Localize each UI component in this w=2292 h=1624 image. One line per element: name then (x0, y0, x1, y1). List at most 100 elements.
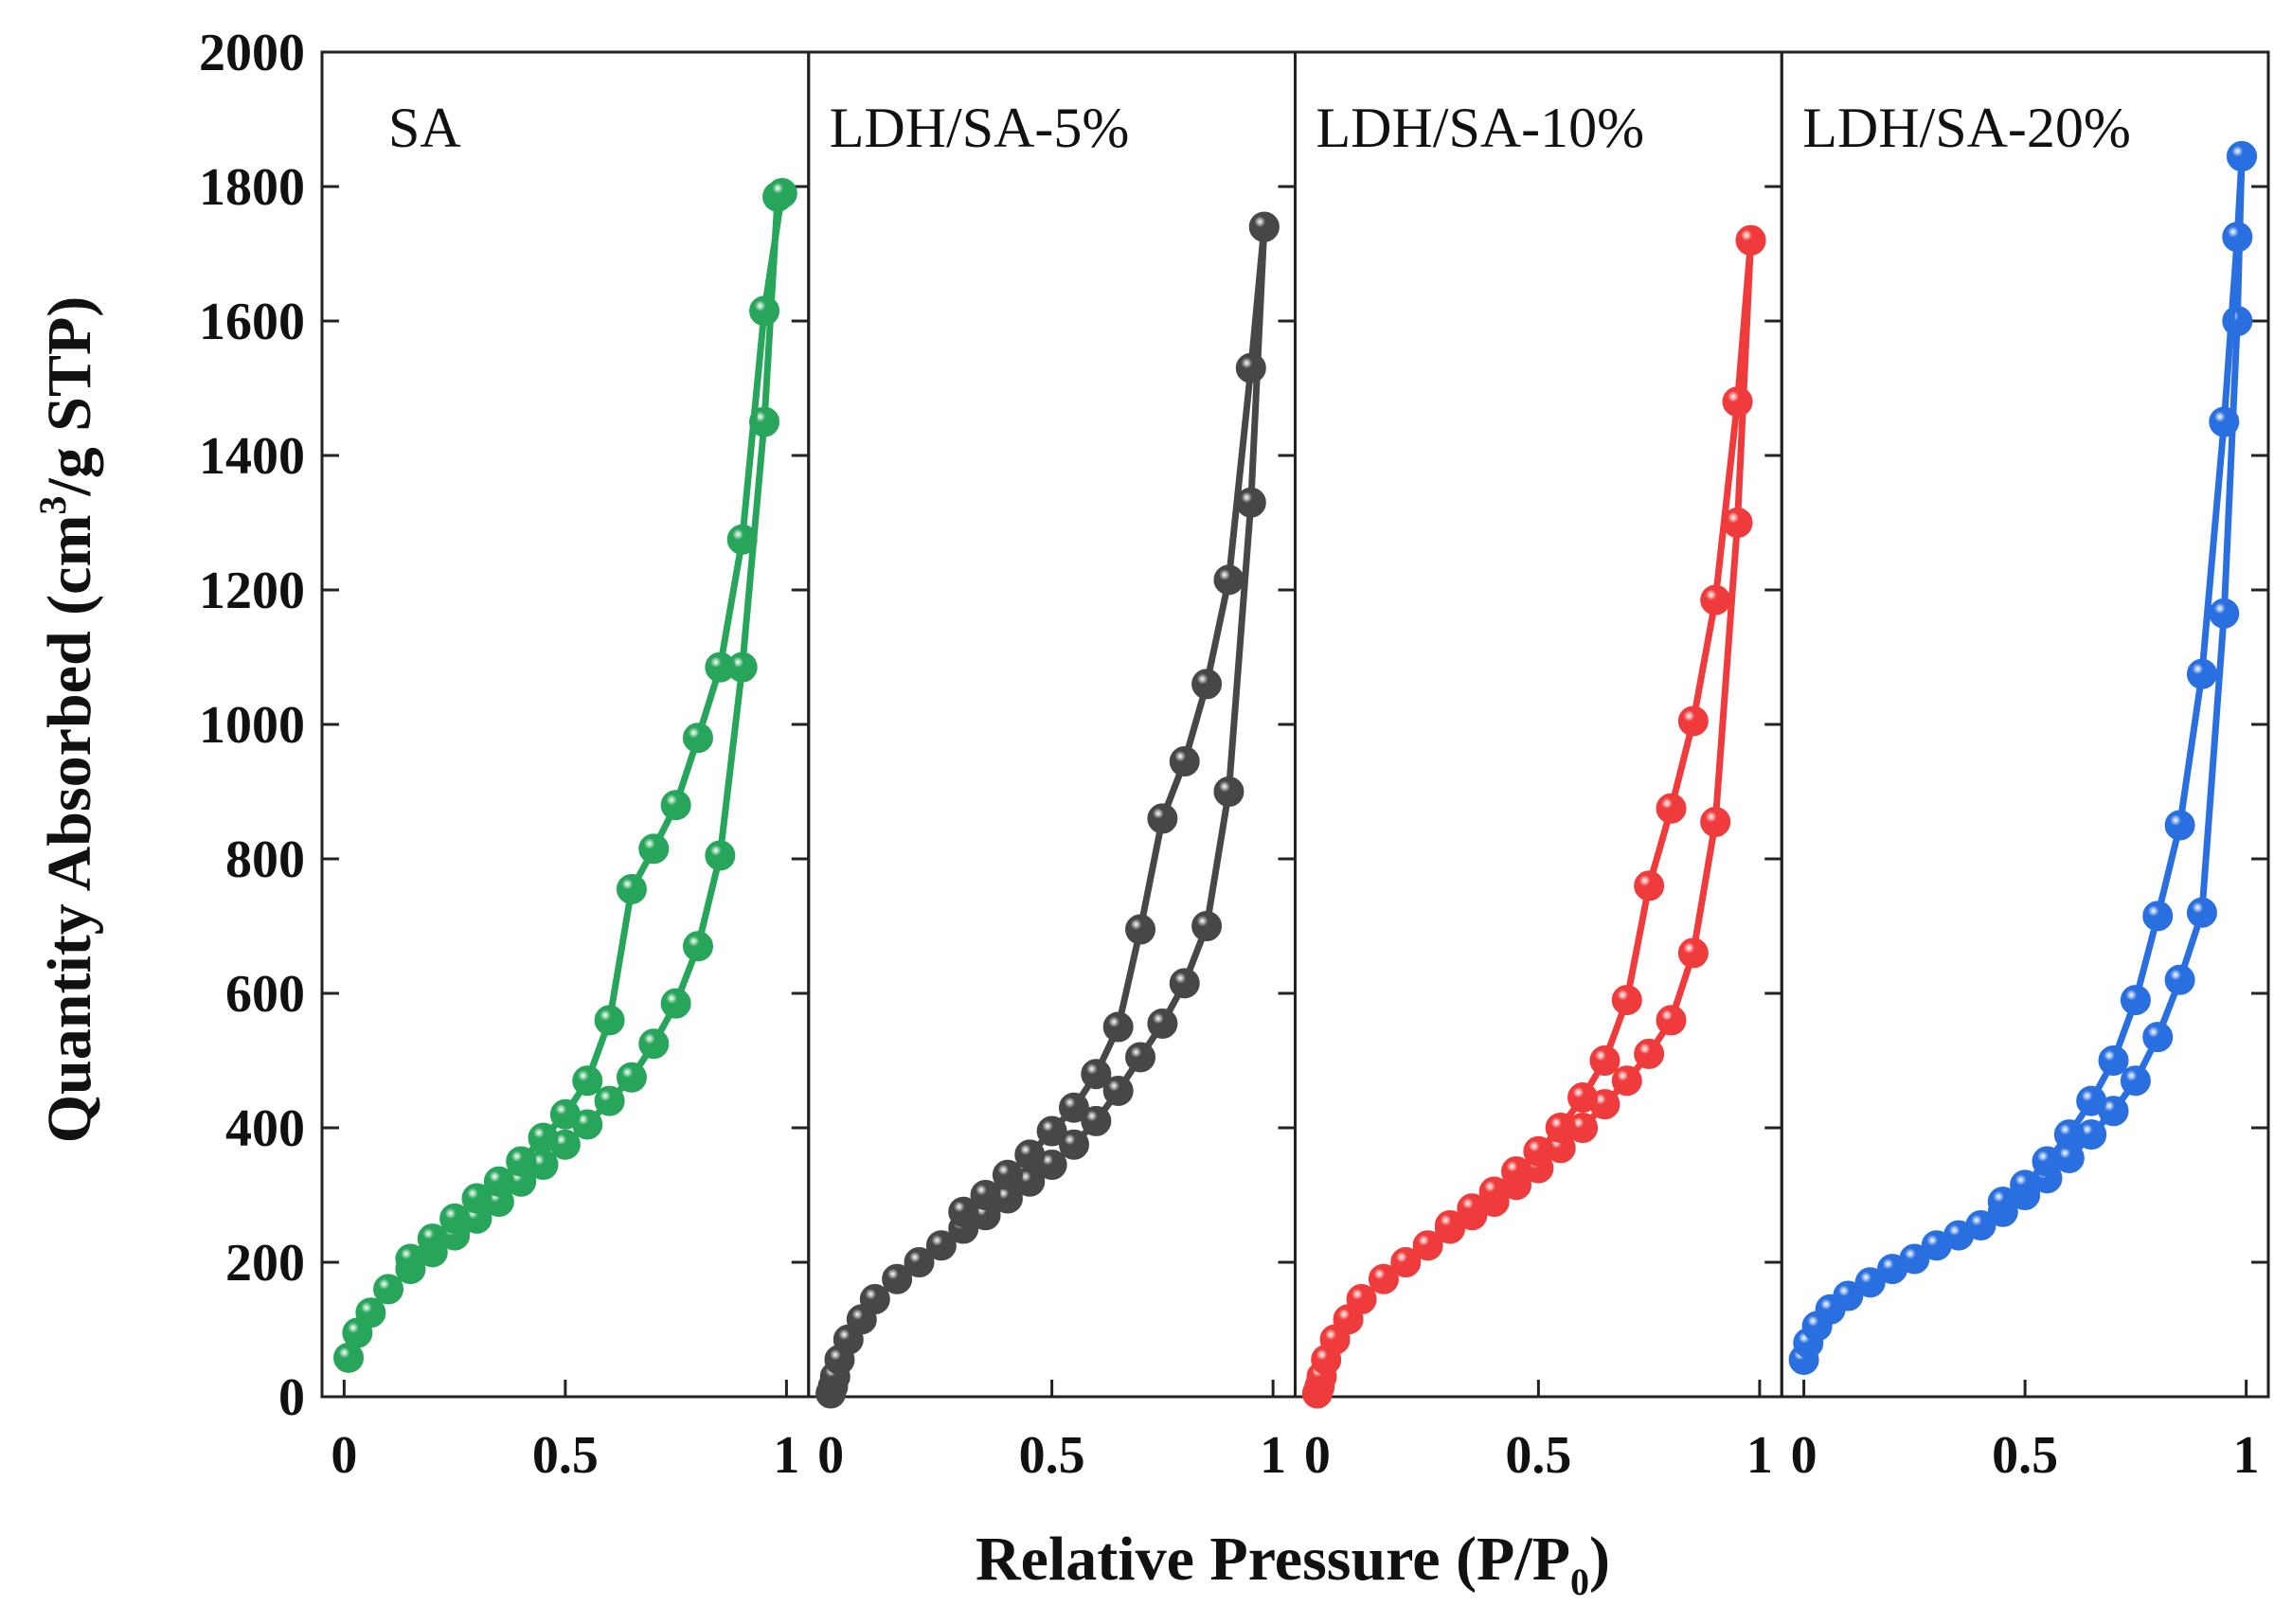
desorption-point (1457, 1193, 1488, 1224)
adsorption-point (1346, 1284, 1377, 1315)
adsorption-point (1213, 776, 1244, 807)
desorption-point (439, 1203, 471, 1234)
adsorption-line (345, 190, 784, 1359)
adsorption-point (682, 931, 713, 962)
adsorption-point (2209, 598, 2240, 629)
desorption-point (970, 1180, 1001, 1210)
desorption-point (2164, 810, 2195, 841)
x-tick-label: 0 (817, 1426, 844, 1485)
x-axis-title-subscript: 0 (1570, 1561, 1589, 1603)
adsorption-point (1833, 1280, 1864, 1312)
desorption-point (1722, 386, 1753, 418)
desorption-line (1447, 240, 1755, 1228)
desorption-line (961, 226, 1268, 1215)
adsorption-point (1147, 1008, 1178, 1039)
y-axis-title: Quantity Absorbed (cm3/g STP) (31, 296, 104, 1144)
y-tick-label: 600 (225, 965, 305, 1024)
panel-label: LDH/SA-5% (830, 97, 1130, 159)
y-tick-label: 1800 (199, 158, 305, 217)
adsorption-point (1634, 1038, 1665, 1069)
desorption-point (682, 723, 713, 754)
adsorption-point (1611, 1065, 1642, 1097)
y-tick-label: 200 (225, 1234, 305, 1293)
adsorption-point (2142, 1022, 2174, 1053)
adsorption-point (1412, 1230, 1443, 1261)
x-axis-title: Relative Pressure (P/P0) (976, 1525, 1610, 1603)
desorption-point (1434, 1209, 1465, 1240)
adsorption-point (373, 1274, 404, 1305)
desorption-point (638, 833, 670, 865)
desorption-point (1611, 985, 1642, 1016)
y-tick-label: 1200 (199, 562, 305, 620)
desorption-point (506, 1146, 537, 1177)
desorption-point (2209, 406, 2240, 437)
adsorption-point (1677, 937, 1709, 969)
desorption-point (1589, 1045, 1621, 1076)
x-tick-label: 0.5 (532, 1426, 599, 1485)
y-tick-label: 1600 (199, 293, 305, 351)
adsorption-point (1700, 806, 1731, 837)
desorption-point (766, 178, 797, 209)
desorption-point (1677, 705, 1709, 737)
y-tick-label: 400 (225, 1099, 305, 1158)
panels-layer: SA LDH/SA-5% LDH/SA-10% LDH/SA-20% (320, 50, 2270, 1409)
desorption-point (1058, 1092, 1089, 1123)
desorption-point (549, 1098, 581, 1130)
adsorption-point (1191, 911, 1223, 941)
desorption-point (2222, 222, 2253, 253)
adsorption-point (925, 1230, 957, 1261)
desorption-point (2053, 1119, 2085, 1151)
adsorption-point (660, 988, 691, 1019)
adsorption-point (1169, 968, 1200, 999)
x-tick-label: 0.5 (1019, 1426, 1085, 1485)
desorption-point (992, 1159, 1023, 1190)
x-tick-label: 1 (2233, 1426, 2260, 1485)
x-tick-label: 0 (331, 1426, 357, 1485)
panel-label: SA (388, 97, 461, 159)
panel-3: LDH/SA-10% (1294, 50, 1783, 1409)
panel-4: LDH/SA-20% (1780, 50, 2270, 1399)
x-tick-label: 1 (1746, 1426, 1773, 1485)
desorption-point (616, 873, 647, 904)
desorption-point (395, 1243, 426, 1275)
desorption-point (1478, 1176, 1510, 1207)
desorption-point (1169, 746, 1200, 777)
panel-label: LDH/SA-20% (1802, 97, 2131, 159)
desorption-point (1102, 1011, 1134, 1043)
desorption-point (2226, 141, 2257, 172)
adsorption-point (1854, 1267, 1886, 1298)
adsorption-point (594, 1085, 625, 1116)
desorption-point (1147, 803, 1178, 834)
desorption-point (1634, 870, 1665, 901)
y-axis-title-superscript: 3 (31, 496, 74, 515)
desorption-point (1700, 584, 1731, 616)
y-tick-label: 2000 (199, 24, 305, 82)
desorption-point (1081, 1059, 1112, 1090)
adsorption-point (638, 1028, 670, 1060)
adsorption-point (882, 1263, 913, 1294)
x-axis: 0 0.5 1 0 0.5 1 0 0.5 1 0 0.5 1 (331, 1426, 2259, 1485)
panel-1: SA (320, 50, 811, 1399)
desorption-point (2120, 985, 2151, 1016)
x-tick-label: 1 (1260, 1426, 1286, 1485)
x-tick-label: 1 (773, 1426, 799, 1485)
y-tick-label: 0 (278, 1368, 305, 1427)
y-tick-label: 1400 (199, 427, 305, 486)
adsorption-point (616, 1062, 647, 1093)
desorption-point (572, 1065, 603, 1097)
desorption-point (461, 1183, 492, 1214)
desorption-point (660, 790, 691, 821)
adsorption-point (904, 1247, 935, 1277)
desorption-point (2142, 901, 2174, 932)
desorption-point (1501, 1156, 1532, 1187)
desorption-point (726, 524, 758, 555)
adsorption-point (1102, 1075, 1134, 1106)
desorption-point (1235, 352, 1266, 384)
panel-2: LDH/SA-5% (807, 50, 1297, 1409)
desorption-point (749, 295, 780, 327)
adsorption-point (2120, 1065, 2151, 1097)
panel-frame (1294, 50, 1783, 1399)
x-tick-label: 0.5 (1505, 1426, 1571, 1485)
desorption-point (1656, 793, 1687, 824)
